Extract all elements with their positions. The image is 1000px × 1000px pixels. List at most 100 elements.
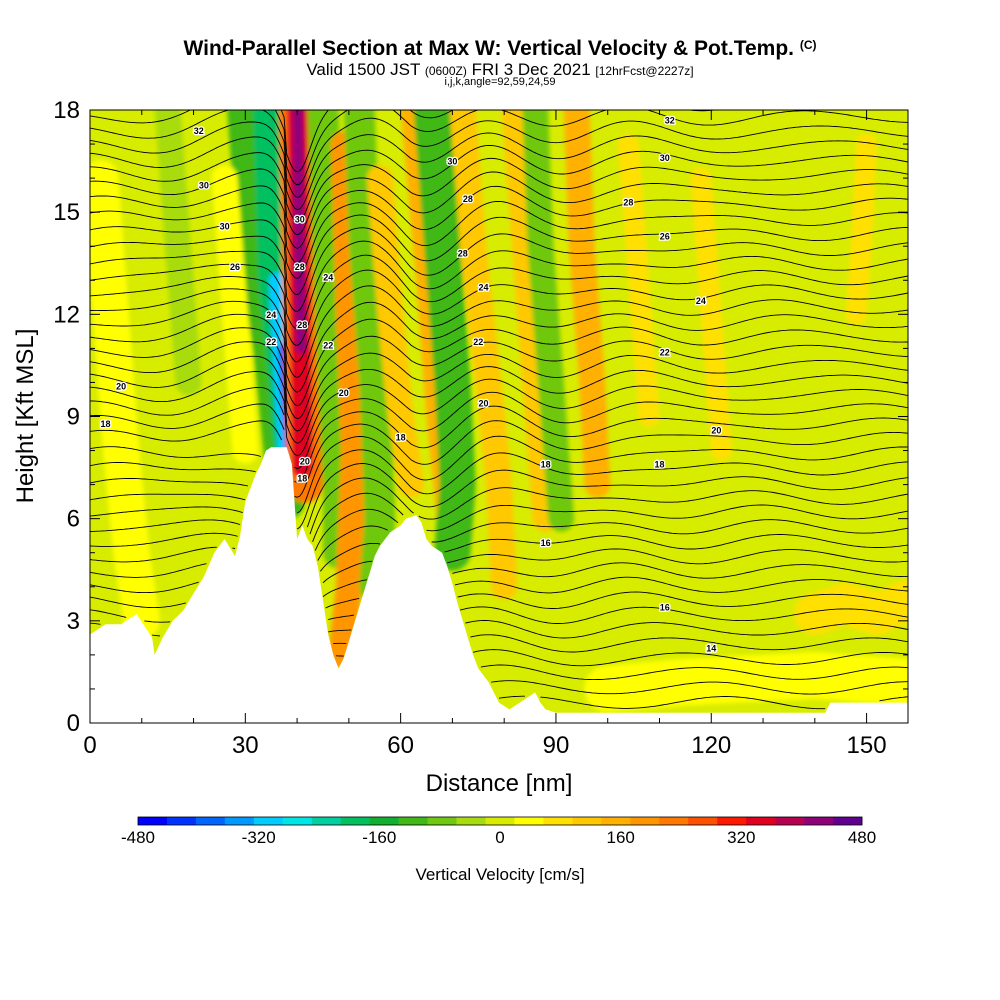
theta-contour <box>90 435 908 514</box>
colorbar-tick-label: 0 <box>495 828 504 847</box>
theta-contour <box>491 680 908 695</box>
contour-label: 24 <box>696 296 706 306</box>
colorbar: -480 -320 -160 0 160 320 480 <box>121 816 876 847</box>
colorbar-swatch <box>717 817 747 825</box>
colorbar-swatch <box>340 817 370 825</box>
colorbar-swatch <box>514 817 544 825</box>
velocity-band <box>501 110 559 532</box>
theta-contour <box>90 300 908 393</box>
colorbar-swatch <box>224 817 255 825</box>
velocity-band <box>307 110 355 569</box>
x-axis-label: Distance [nm] <box>426 770 573 797</box>
theta-contour <box>90 477 908 535</box>
y-tick-label: 12 <box>53 301 80 328</box>
colorbar-swatch <box>195 817 226 825</box>
theta-contour <box>90 313 908 407</box>
colorbar-swatch <box>138 817 168 825</box>
theta-contour <box>90 110 908 186</box>
theta-contour <box>480 664 908 681</box>
velocity-band <box>366 165 424 498</box>
chart-title: Wind-Parallel Section at Max W: Vertical… <box>0 37 1000 61</box>
contour-label: 22 <box>660 347 670 357</box>
colorbar-swatch <box>485 817 515 825</box>
x-tick-label: 90 <box>543 732 570 759</box>
contour-label: 20 <box>339 388 349 398</box>
x-tick-label: 30 <box>232 732 259 759</box>
contour-label: 28 <box>297 320 307 330</box>
theta-contour <box>90 525 908 561</box>
colorbar-label: Vertical Velocity [cm/s] <box>415 865 584 884</box>
theta-contour <box>90 403 908 483</box>
colorbar-tick-label: 160 <box>607 828 635 847</box>
colorbar-tick-label: 480 <box>848 828 876 847</box>
chart-params: i,j,k,angle=92,59,24,59 <box>0 76 1000 88</box>
contour-label: 28 <box>295 262 305 272</box>
theta-contour <box>90 201 908 279</box>
theta-contour <box>333 634 908 653</box>
colorbar-swatch <box>311 817 342 825</box>
theta-contour <box>90 386 908 470</box>
contour-label: 20 <box>116 381 126 391</box>
colorbar-swatch <box>572 817 602 825</box>
contour-label: 28 <box>463 194 473 204</box>
theta-contour <box>90 185 908 264</box>
colorbar-swatch <box>659 817 689 825</box>
theta-contour <box>90 327 908 420</box>
potential-temperature-contours <box>90 110 908 710</box>
theta-contour <box>90 110 908 198</box>
contour-label: 16 <box>660 603 670 613</box>
velocity-band <box>845 133 877 325</box>
contour-label: 14 <box>706 644 716 654</box>
contour-label: 18 <box>654 460 664 470</box>
colorbar-swatch <box>369 817 399 825</box>
contour-label: 18 <box>541 460 551 470</box>
colorbar-swatch <box>456 817 486 825</box>
colorbar-frame <box>137 816 863 826</box>
contour-label: 18 <box>297 473 307 483</box>
x-tick-label: 120 <box>691 732 731 759</box>
plot-area: 3230302624222018302828201824222018302828… <box>53 97 909 759</box>
theta-contour <box>90 121 908 211</box>
x-tick-label: 60 <box>387 732 414 759</box>
velocity-band <box>343 110 396 603</box>
theta-contour <box>90 371 908 457</box>
contour-label: 32 <box>665 116 675 126</box>
contour-label: 26 <box>230 262 240 272</box>
velocity-band <box>690 167 732 461</box>
colorbar-swatch <box>253 817 284 825</box>
terrain-mask <box>90 447 908 723</box>
contour-label: 30 <box>447 157 457 167</box>
x-tick-label: 0 <box>83 732 96 759</box>
velocity-band <box>154 110 202 396</box>
theta-contour <box>90 591 908 609</box>
theta-contour <box>498 695 908 710</box>
theta-contour <box>90 620 908 639</box>
theta-contour <box>90 449 908 530</box>
colorbar-swatch <box>833 817 863 825</box>
chart-subtitle: Valid 1500 JST (0600Z) FRI 3 Dec 2021 [1… <box>0 60 1000 80</box>
contour-label: 18 <box>396 432 406 442</box>
colorbar-tick-label: -160 <box>362 828 396 847</box>
colorbar-swatch <box>804 817 834 825</box>
colorbar-tick-label: -480 <box>121 828 155 847</box>
colorbar-swatch <box>688 817 718 825</box>
theta-contour <box>90 285 908 378</box>
theta-contour <box>90 214 908 296</box>
contour-label: 20 <box>300 456 310 466</box>
colorbar-tick-label: -320 <box>242 828 276 847</box>
valid-utc: (0600Z) <box>424 64 467 78</box>
theta-contour <box>90 254 908 346</box>
colorbar-swatch <box>601 817 631 825</box>
contour-label: 16 <box>541 538 551 548</box>
velocity-band <box>584 652 908 713</box>
theta-contour <box>335 649 908 667</box>
y-tick-label: 6 <box>67 506 80 533</box>
contour-label: 30 <box>295 215 305 225</box>
vertical-velocity-field <box>90 110 908 713</box>
x-tick-label: 150 <box>847 732 887 759</box>
contour-label: 20 <box>478 398 488 408</box>
y-tick-label: 18 <box>53 97 80 124</box>
velocity-band <box>563 110 611 498</box>
y-tick-label: 15 <box>53 199 80 226</box>
